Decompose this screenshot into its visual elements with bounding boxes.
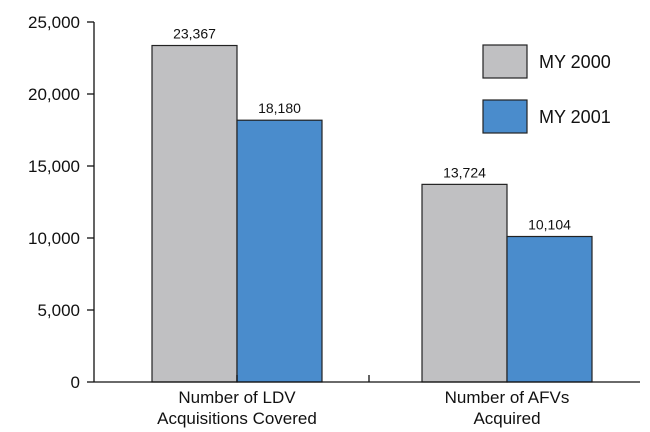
legend-label-2: MY 2001 [539, 107, 611, 127]
y-tick-label-4: 20,000 [28, 85, 80, 104]
legend-swatch-2 [482, 99, 528, 134]
legend: MY 2000 MY 2001 [482, 44, 611, 134]
category-label-2-line-1: Number of AFVs [445, 388, 570, 407]
y-tick-label-2: 10,000 [28, 229, 80, 248]
bars-layer [151, 44, 593, 383]
axes-layer: 0 5,000 10,000 15,000 20,000 25,000 Number of … [28, 13, 640, 428]
y-tick-label-5: 25,000 [28, 13, 80, 32]
bar-4 [506, 235, 593, 383]
legend-label-1: MY 2000 [539, 52, 611, 72]
y-tick-label-1: 5,000 [37, 301, 80, 320]
bar-3 [421, 183, 508, 383]
data-labels-layer: 23,367 18,180 13,724 10,104 [173, 26, 571, 233]
y-tick-label-3: 15,000 [28, 157, 80, 176]
bar-2 [236, 119, 323, 383]
data-label-2: 18,180 [258, 100, 301, 116]
data-label-4: 10,104 [528, 217, 571, 233]
legend-swatch-1 [482, 44, 528, 79]
y-tick-label-0: 0 [71, 373, 80, 392]
data-label-1: 23,367 [173, 26, 216, 42]
category-label-2-line-2: Acquired [473, 409, 540, 428]
category-label-1-line-2: Acquisitions Covered [157, 409, 317, 428]
category-label-1-line-1: Number of LDV [178, 388, 296, 407]
category-label-1: Number of LDV Acquisitions Covered [157, 388, 317, 428]
bar-1 [151, 44, 238, 383]
category-label-2: Number of AFVs Acquired [445, 388, 570, 428]
data-label-3: 13,724 [443, 164, 486, 180]
